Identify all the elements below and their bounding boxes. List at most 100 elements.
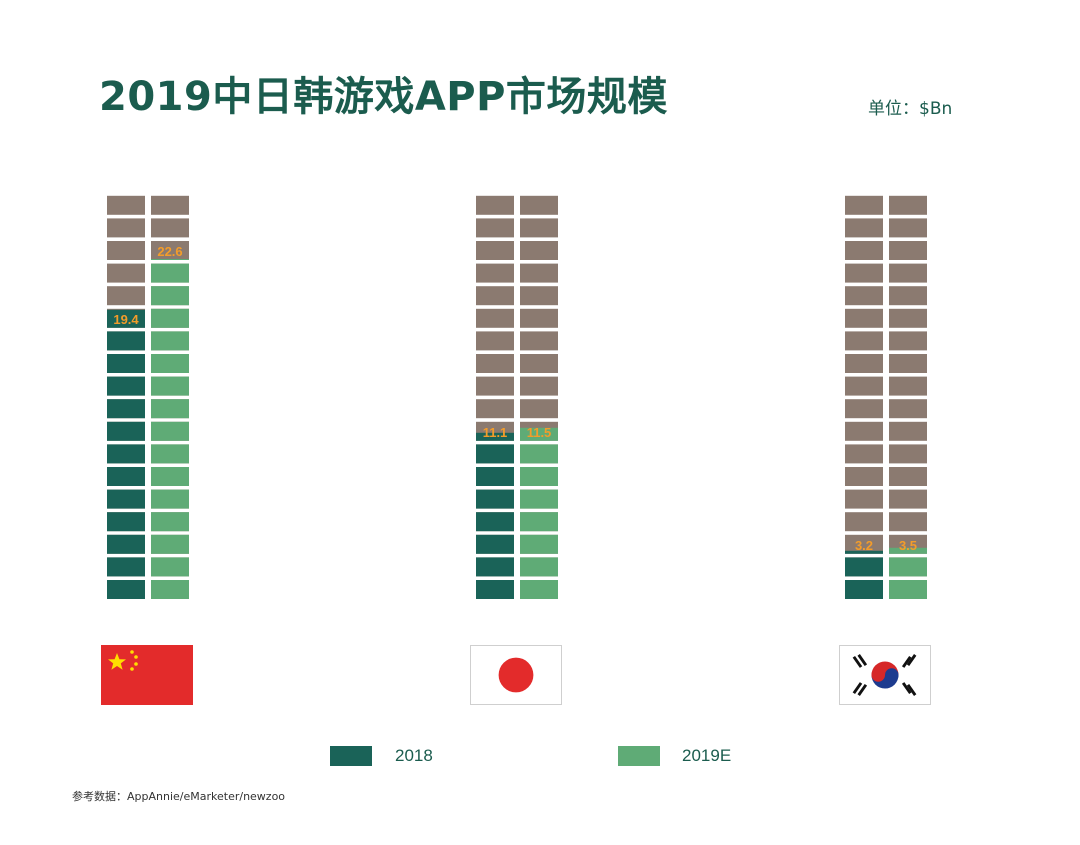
empty-block [845,534,883,554]
value-block [845,550,883,554]
empty-block [889,444,927,464]
value-block [107,444,145,464]
value-block [107,354,145,373]
empty-block [889,421,927,441]
empty-block [845,331,883,351]
value-block [151,308,189,328]
empty-block [889,354,927,373]
legend-2018-label: 2018 [395,746,433,765]
chart-title: 2019中日韩游戏APP市场规模 [99,74,668,120]
empty-block [889,467,927,486]
value-label-japan-2018: 11.1 [483,425,508,440]
value-block [151,263,189,283]
value-block [107,331,145,351]
empty-block [107,263,145,283]
empty-block [889,218,927,238]
value-label-south-korea-2019e: 3.5 [899,538,917,553]
value-block [107,309,145,328]
empty-block [889,241,927,260]
empty-block [476,376,514,396]
empty-block [845,421,883,441]
unit-label: 单位：$Bn [868,99,953,119]
empty-block [107,195,145,215]
value-block [520,489,558,509]
value-block [845,580,883,599]
empty-block [476,331,514,351]
value-label-japan-2019e: 11.5 [527,425,552,440]
value-label-south-korea-2018: 3.2 [855,538,873,553]
empty-block [520,331,558,351]
empty-block [520,376,558,396]
value-block [476,512,514,532]
empty-block [845,399,883,419]
bar-china-2018 [107,195,145,599]
value-block [107,512,145,532]
value-block [107,557,145,577]
empty-block [889,489,927,509]
empty-block [889,308,927,328]
empty-block [476,354,514,373]
value-block [476,580,514,599]
empty-block [889,512,927,532]
empty-block [520,241,558,260]
value-block [151,331,189,351]
value-block [107,421,145,441]
empty-block [476,286,514,306]
empty-block [151,218,189,238]
value-block [476,432,514,441]
empty-block [151,195,189,215]
value-block [151,534,189,554]
empty-block [476,399,514,419]
value-block [107,580,145,599]
value-block [889,547,927,554]
bar-china-2019e [151,195,189,599]
empty-block [889,195,927,215]
value-block [476,489,514,509]
empty-block [845,512,883,532]
value-block [889,557,927,577]
empty-block [845,195,883,215]
japan-flag-icon [470,645,562,705]
value-block [520,580,558,599]
empty-block [889,263,927,283]
value-block [107,399,145,419]
empty-block [889,286,927,306]
korea-flag-icon [839,645,931,705]
value-block [107,534,145,554]
value-block [476,444,514,464]
empty-block [520,399,558,419]
value-block [520,444,558,464]
value-block [845,557,883,577]
value-block [107,376,145,396]
empty-block [845,489,883,509]
empty-block [520,286,558,306]
empty-block [845,308,883,328]
value-block [151,557,189,577]
value-block [889,580,927,599]
value-label-china-2018: 19.4 [113,312,139,327]
legend-2019e-swatch [618,746,660,766]
legend-2019e-label: 2019E [682,746,732,765]
value-block [151,399,189,419]
empty-block [476,241,514,260]
empty-block [845,376,883,396]
empty-block [520,354,558,373]
empty-block [520,308,558,328]
empty-block [476,195,514,215]
empty-block [476,308,514,328]
china-flag-icon [101,645,193,705]
value-block [476,534,514,554]
empty-block [845,241,883,260]
bar-south-korea-2019e [889,195,927,599]
value-block [520,427,558,441]
empty-block [520,263,558,283]
empty-block [889,399,927,419]
value-label-china-2019e: 22.6 [157,244,182,259]
bar-japan-2018 [476,195,514,599]
value-block [151,286,189,306]
empty-block [889,331,927,351]
empty-block [845,286,883,306]
empty-block [520,195,558,215]
value-block [151,580,189,599]
empty-block [845,467,883,486]
